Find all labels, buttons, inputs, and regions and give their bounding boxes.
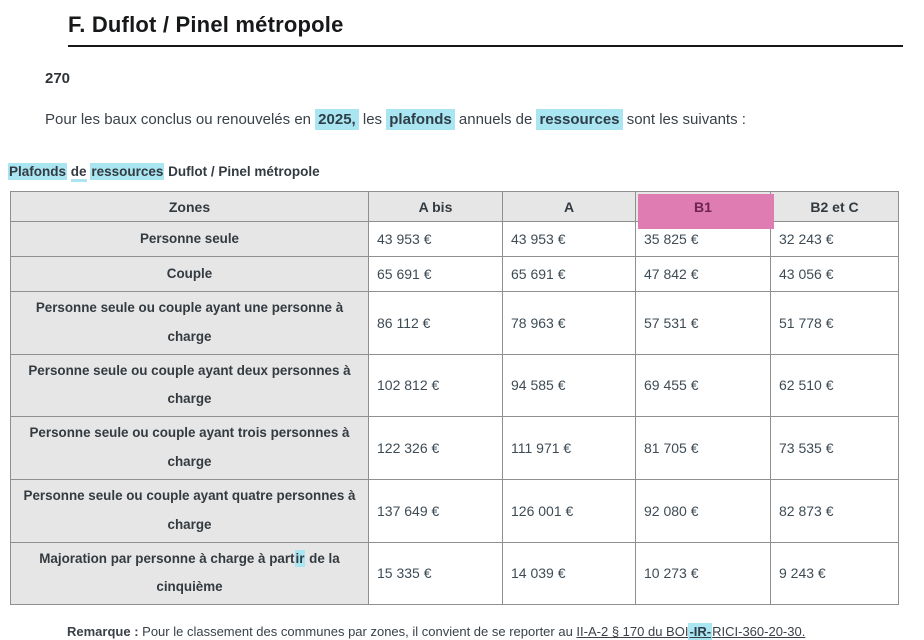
cell-value: 65 691 € bbox=[502, 256, 636, 292]
cell-value: 10 273 € bbox=[635, 541, 771, 606]
table-row: Personne seule ou couple ayant une perso… bbox=[10, 291, 899, 355]
row-label-text: de la cinquième bbox=[156, 550, 340, 595]
plafonds-table: Zones A bis A B1 B2 et C Personne seule … bbox=[10, 191, 899, 606]
cell-value: 78 963 € bbox=[502, 291, 636, 355]
row-label-text: Majoration par personne à charge à part bbox=[39, 550, 295, 566]
cell-value: 81 705 € bbox=[635, 416, 771, 480]
cell-value: 43 953 € bbox=[368, 221, 503, 257]
cell-value: 43 953 € bbox=[502, 221, 636, 257]
cell-value: 86 112 € bbox=[368, 291, 503, 355]
caption-highlight-plafonds: Plafonds bbox=[8, 163, 68, 180]
table-row: Personne seule ou couple ayant trois per… bbox=[10, 416, 899, 480]
link-text: RICI-360-20-30. bbox=[712, 624, 806, 640]
header-zones: Zones bbox=[10, 191, 369, 222]
paragraph-number: 270 bbox=[45, 70, 71, 87]
intro-text: sont les suivants : bbox=[622, 111, 746, 128]
table-caption: Plafonds de ressources Duflot / Pinel mé… bbox=[8, 163, 924, 182]
header-a-bis: A bis bbox=[368, 191, 503, 222]
cell-value: 14 039 € bbox=[502, 541, 636, 606]
highlight-ressources: ressources bbox=[536, 109, 623, 130]
cell-value: 137 649 € bbox=[368, 478, 503, 543]
row-label: Personne seule ou couple ayant trois per… bbox=[10, 416, 369, 480]
remark-footnote: Remarque : Pour le classement des commun… bbox=[67, 623, 894, 640]
cell-value: 15 335 € bbox=[368, 541, 503, 606]
header-b1: B1 bbox=[635, 191, 774, 229]
cell-value: 111 971 € bbox=[502, 416, 636, 480]
row-label: Personne seule bbox=[10, 221, 369, 257]
page-title: F. Duflot / Pinel métropole bbox=[68, 12, 903, 47]
intro-text: annuels de bbox=[454, 111, 537, 128]
highlight-ir-in-link: -IR- bbox=[688, 623, 713, 640]
cell-value: 51 778 € bbox=[770, 291, 899, 355]
cell-value: 62 510 € bbox=[770, 353, 899, 418]
cell-value: 122 326 € bbox=[368, 416, 503, 480]
header-a: A bbox=[502, 191, 636, 222]
cell-value: 126 001 € bbox=[502, 478, 636, 543]
table-row: Personne seule ou couple ayant deux pers… bbox=[10, 353, 899, 418]
cell-value: 32 243 € bbox=[770, 221, 899, 257]
row-label: Personne seule ou couple ayant quatre pe… bbox=[10, 478, 369, 543]
cell-value: 9 243 € bbox=[770, 541, 899, 606]
cell-value: 82 873 € bbox=[770, 478, 899, 543]
table-row: Personne seule ou couple ayant quatre pe… bbox=[10, 478, 899, 543]
table-header-row: Zones A bis A B1 B2 et C bbox=[10, 191, 899, 229]
remark-text: Pour le classement des communes par zone… bbox=[138, 624, 577, 640]
cell-value: 94 585 € bbox=[502, 353, 636, 418]
cell-value: 65 691 € bbox=[368, 256, 503, 292]
cell-value: 57 531 € bbox=[635, 291, 771, 355]
b1-pink-highlight-annotation bbox=[638, 194, 774, 229]
table-row: Majoration par personne à charge à parti… bbox=[10, 541, 899, 606]
highlight-2025: 2025, bbox=[315, 109, 359, 130]
caption-word-de: de bbox=[70, 164, 87, 182]
row-label: Personne seule ou couple ayant une perso… bbox=[10, 291, 369, 355]
header-b2-et-c: B2 et C bbox=[770, 191, 899, 222]
cell-value: 69 455 € bbox=[635, 353, 771, 418]
intro-text: les bbox=[358, 111, 387, 128]
cell-value: 73 535 € bbox=[770, 416, 899, 480]
remark-label: Remarque : bbox=[67, 624, 139, 640]
cell-value: 102 812 € bbox=[368, 353, 503, 418]
boi-ir-rici-link[interactable]: II-A-2 § 170 du BOI-IR-RICI-360-20-30. bbox=[576, 623, 805, 640]
row-label-majoration: Majoration par personne à charge à parti… bbox=[10, 541, 369, 606]
table-row: Personne seule 43 953 € 43 953 € 35 825 … bbox=[10, 221, 899, 257]
caption-highlight-ressources: ressources bbox=[90, 163, 165, 180]
highlight-ir-in-partir: ir bbox=[294, 549, 306, 567]
intro-text: Pour les baux conclus ou renouvelés en bbox=[45, 111, 316, 128]
link-text: II-A-2 § 170 du BOI bbox=[576, 624, 689, 640]
row-label: Couple bbox=[10, 256, 369, 292]
cell-value: 43 056 € bbox=[770, 256, 899, 292]
cell-value: 47 842 € bbox=[635, 256, 771, 292]
highlight-plafonds: plafonds bbox=[386, 109, 455, 130]
header-b1-label: B1 bbox=[694, 198, 712, 215]
document-page: F. Duflot / Pinel métropole 270 Pour les… bbox=[0, 12, 924, 640]
table-row: Couple 65 691 € 65 691 € 47 842 € 43 056… bbox=[10, 256, 899, 292]
row-label: Personne seule ou couple ayant deux pers… bbox=[10, 353, 369, 418]
intro-paragraph: Pour les baux conclus ou renouvelés en 2… bbox=[45, 109, 924, 130]
cell-value: 92 080 € bbox=[635, 478, 771, 543]
caption-text: Duflot / Pinel métropole bbox=[168, 164, 320, 179]
